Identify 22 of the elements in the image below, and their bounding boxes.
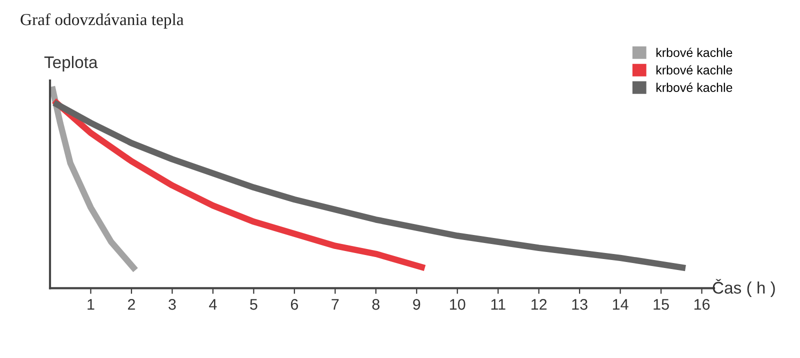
legend-label: krbové kachle	[656, 65, 732, 75]
x-tick-label: 7	[332, 299, 339, 310]
x-tick-label: 11	[491, 299, 506, 310]
legend-label: krbové kachle	[656, 48, 732, 58]
y-axis-title: Teplota	[44, 56, 98, 72]
x-tick-label: 12	[532, 299, 547, 310]
x-tick-label: 13	[572, 299, 588, 310]
x-tick-label: 15	[654, 299, 669, 310]
x-tick-label: 2	[128, 299, 135, 310]
x-tick-label: 16	[694, 299, 710, 310]
chart-title: Graf odovzdávania tepla	[20, 13, 184, 29]
x-tick-label: 8	[372, 299, 380, 310]
x-axis-title: Čas ( h )	[712, 278, 775, 298]
x-tick-label: 4	[209, 299, 217, 310]
x-tick-label: 14	[612, 299, 628, 310]
x-tick-label: 6	[290, 299, 298, 310]
x-tick-label: 5	[250, 299, 258, 310]
x-tick-label: 10	[450, 299, 466, 310]
legend-label: krbové kachle	[656, 82, 732, 92]
x-tick-label: 9	[413, 299, 420, 310]
x-tick-label: 3	[168, 299, 176, 310]
x-tick-label: 1	[88, 299, 94, 310]
